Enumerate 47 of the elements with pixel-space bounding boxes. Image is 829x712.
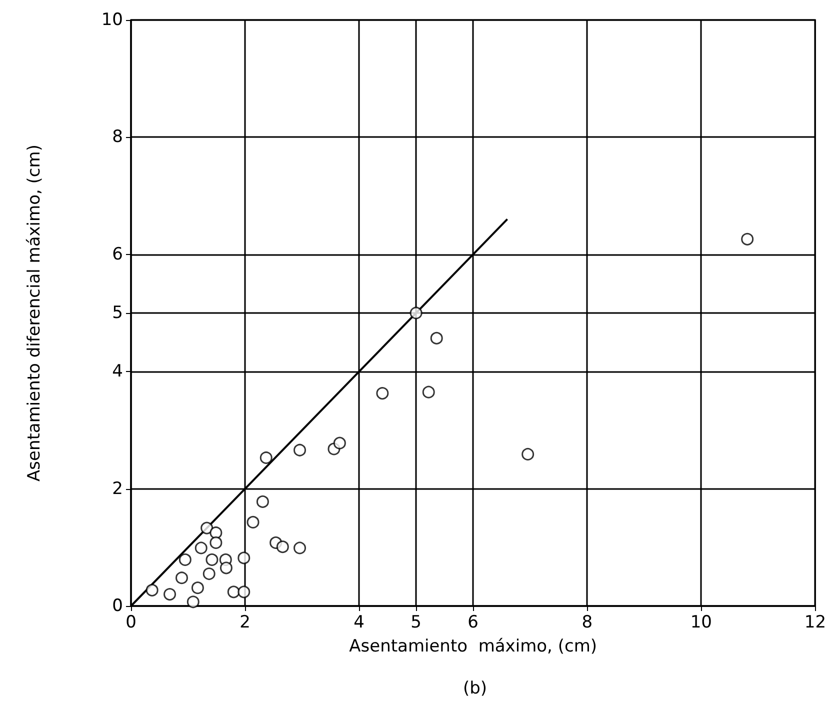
point — [227, 586, 240, 598]
y-axis-title: Asentamiento diferencial máximo, (cm) — [24, 144, 44, 482]
point — [333, 436, 346, 450]
y-tick-label: 8 — [112, 127, 123, 148]
x-tick-label: 6 — [468, 612, 479, 632]
x-tick-label: 2 — [240, 612, 250, 632]
point — [260, 451, 272, 464]
point — [206, 553, 218, 566]
point — [256, 495, 269, 508]
point — [178, 553, 192, 566]
point — [146, 584, 158, 596]
y-tick-label: 6 — [112, 244, 123, 264]
x-axis-title: Asentamiento máximo, (cm) — [349, 636, 598, 656]
point — [202, 568, 216, 580]
x-tick-label: 10 — [690, 612, 712, 632]
point — [430, 332, 443, 344]
text: (b) — [462, 678, 488, 698]
y-tick-label: 4 — [112, 362, 123, 382]
point — [276, 540, 289, 554]
point — [210, 536, 222, 549]
point — [522, 448, 534, 460]
point — [422, 386, 435, 398]
point — [238, 552, 250, 564]
x-tick-label: 4 — [354, 612, 364, 632]
x-tick-label: 8 — [582, 612, 593, 632]
point — [186, 596, 200, 608]
x-tick-label: 5 — [410, 612, 422, 632]
point — [194, 542, 208, 554]
point — [410, 306, 422, 320]
x-tick-label: 12 — [804, 612, 826, 632]
y-tick-label: 5 — [112, 303, 123, 323]
point — [294, 542, 306, 554]
point — [200, 522, 214, 534]
point — [191, 582, 204, 594]
point — [294, 444, 306, 456]
x-tick-label: 0 — [126, 612, 136, 632]
y-tick-label: 0 — [112, 596, 123, 616]
point — [376, 387, 389, 400]
point — [164, 588, 176, 601]
point — [238, 586, 250, 598]
y-tick-label: 2 — [112, 478, 123, 499]
point — [741, 232, 754, 246]
point — [246, 516, 260, 528]
point — [176, 572, 188, 584]
point — [220, 562, 232, 574]
y-tick-label: 10 — [101, 10, 123, 30]
point — [210, 526, 222, 539]
